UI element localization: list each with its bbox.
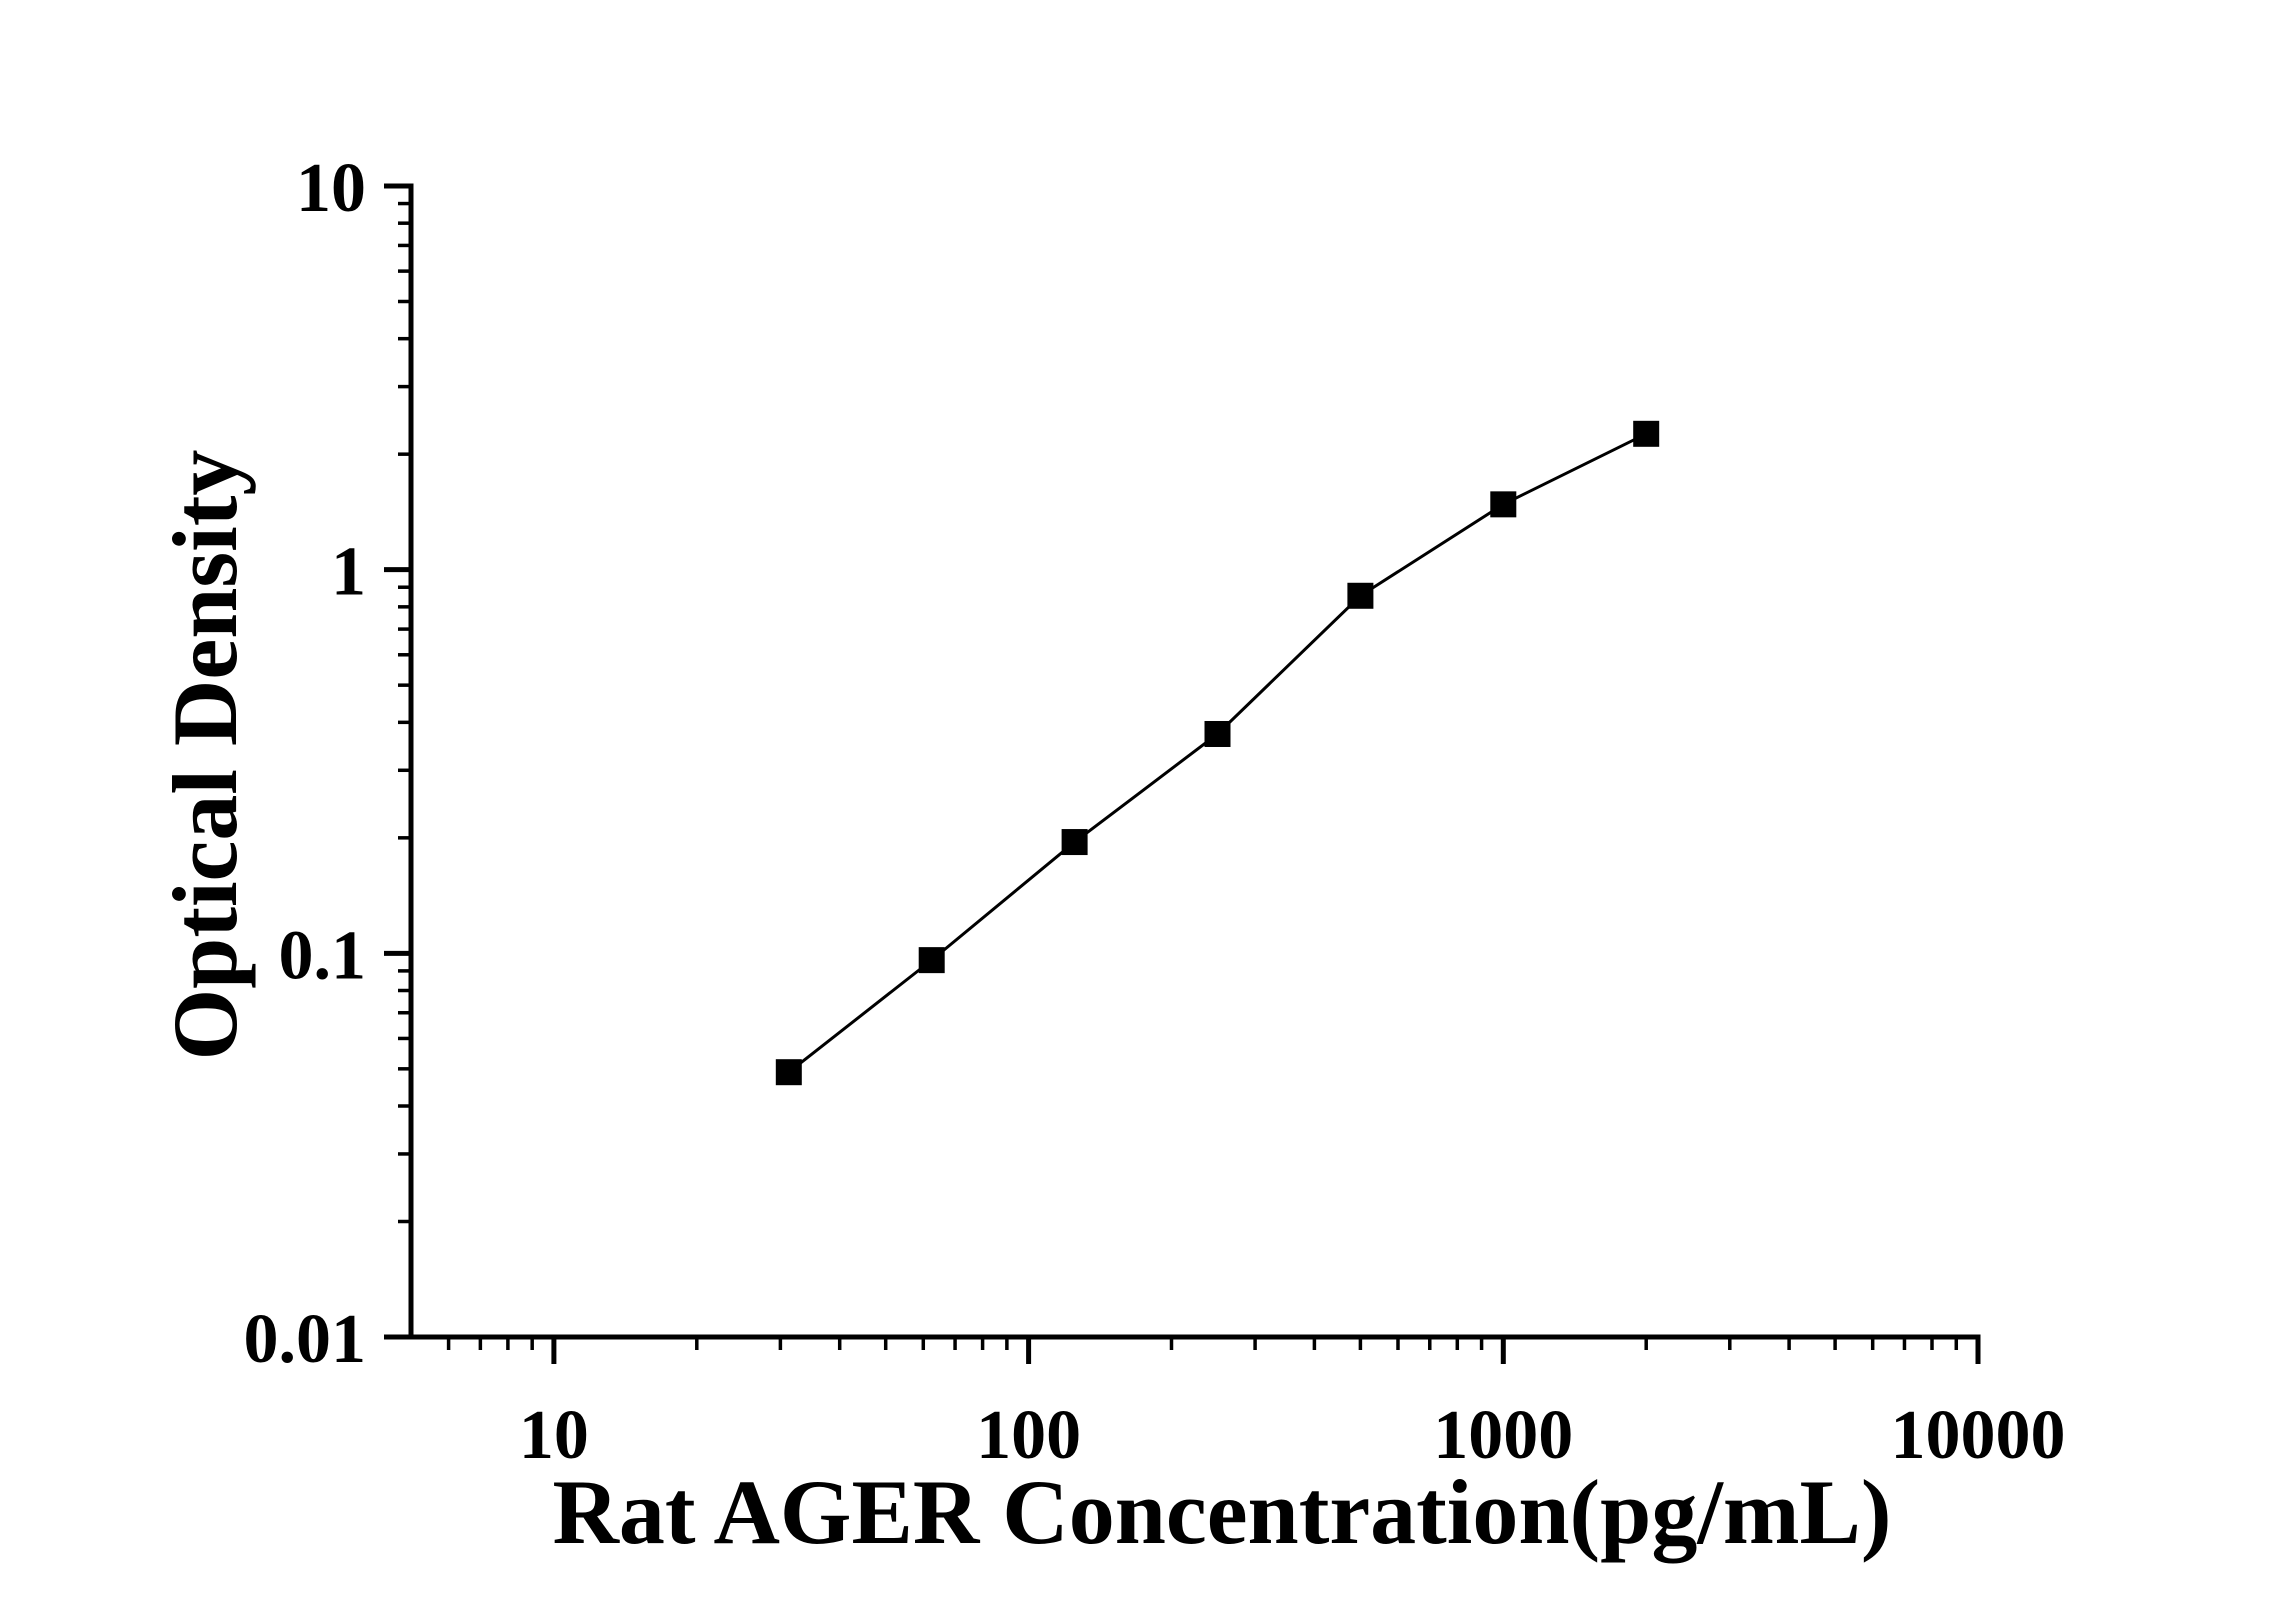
data-point-250 [1204,720,1231,747]
x-tick-label: 10 [519,1397,589,1474]
x-tick-label: 100 [976,1397,1081,1474]
data-point-2000 [1633,420,1660,447]
x-tick-label: 1000 [1433,1397,1573,1474]
data-point-125 [1061,829,1088,856]
data-point-62.5 [918,947,945,974]
series-line [787,432,1647,1074]
data-point-500 [1347,582,1374,609]
x-tick-label: 10000 [1891,1397,2066,1474]
x-axis-title: Rat AGER Concentration(pg/mL) [552,1461,1892,1563]
y-tick-label: 10 [296,150,366,227]
y-tick-label: 0.01 [244,1301,367,1378]
data-point-1000 [1490,491,1517,518]
y-tick-label: 0.1 [279,917,367,994]
y-tick-label: 1 [331,534,366,611]
y-axis-title: Optical Density [154,449,256,1061]
data-point-31.25 [775,1059,802,1086]
